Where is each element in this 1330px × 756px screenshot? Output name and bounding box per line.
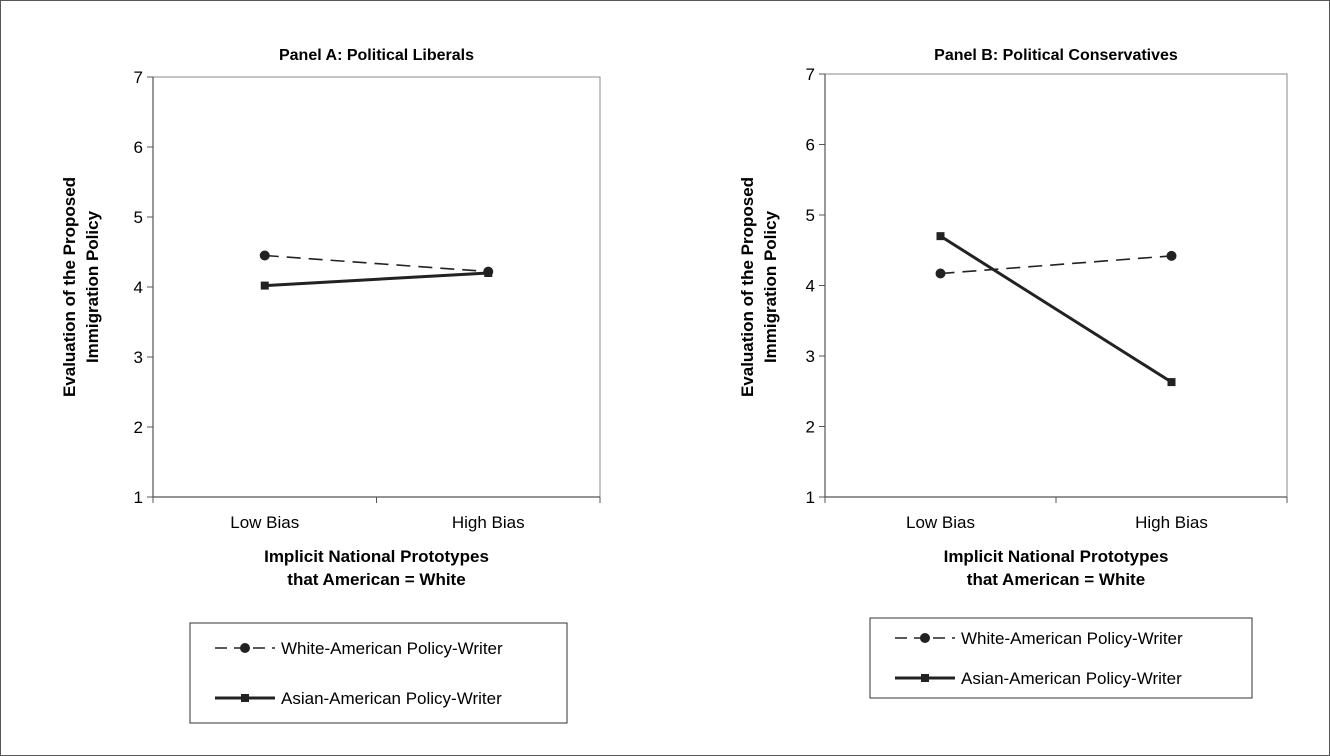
y-axis-label: Immigration Policy [83,210,102,363]
data-point-asian-american [1167,378,1176,387]
y-tick-label: 5 [134,208,143,227]
y-tick-label: 1 [134,488,143,507]
data-point-asian-american [484,269,493,277]
y-tick-label: 6 [806,136,815,155]
y-tick-label: 1 [806,488,815,507]
x-tick-label: Low Bias [906,513,975,532]
series-line-asian-american [939,234,1173,384]
y-tick-label: 2 [134,418,143,437]
legend-marker-square [921,674,929,682]
y-tick-label: 4 [806,277,815,296]
data-point-white-american [259,250,270,261]
legend-marker-square [241,694,249,702]
data-point-asian-american [260,281,269,290]
plot-area [152,76,601,498]
data-point-asian-american [936,232,945,241]
y-tick-label: 3 [806,347,815,366]
x-tick-label: High Bias [452,513,525,532]
y-axis-label: Evaluation of the Proposed [60,177,79,397]
series-line-white-american [940,255,1172,275]
y-tick-label: 7 [134,68,143,87]
legend-label: Asian-American Policy-Writer [281,689,502,708]
y-tick-label: 6 [134,138,143,157]
legend-marker-circle [240,643,250,653]
data-point-white-american [1166,250,1177,261]
legend-label: Asian-American Policy-Writer [961,669,1182,688]
legend-box [189,622,568,724]
legend-label: White-American Policy-Writer [961,629,1183,648]
y-tick-label: 5 [806,206,815,225]
legend-box [869,617,1253,699]
x-tick-label: Low Bias [230,513,299,532]
series-line-white-american [264,254,489,273]
y-tick-label: 3 [134,348,143,367]
x-axis-label: that American = White [967,570,1145,589]
y-tick-label: 4 [134,278,143,297]
x-axis-label: Implicit National Prototypes [944,547,1169,566]
x-tick-label: High Bias [1135,513,1208,532]
legend-label: White-American Policy-Writer [281,639,503,658]
y-axis-label: Immigration Policy [761,210,780,363]
data-point-white-american [935,268,946,279]
x-axis-label: that American = White [287,570,465,589]
y-tick-label: 2 [806,418,815,437]
y-axis-label: Evaluation of the Proposed [738,177,757,397]
plot-area [824,73,1288,498]
chart-title: Panel B: Political Conservatives [934,47,1178,64]
chart-title: Panel A: Political Liberals [279,47,474,64]
legend-marker-circle [920,633,930,643]
x-axis-label: Implicit National Prototypes [264,547,489,566]
series-line-asian-american [264,271,489,288]
y-tick-label: 7 [806,65,815,84]
